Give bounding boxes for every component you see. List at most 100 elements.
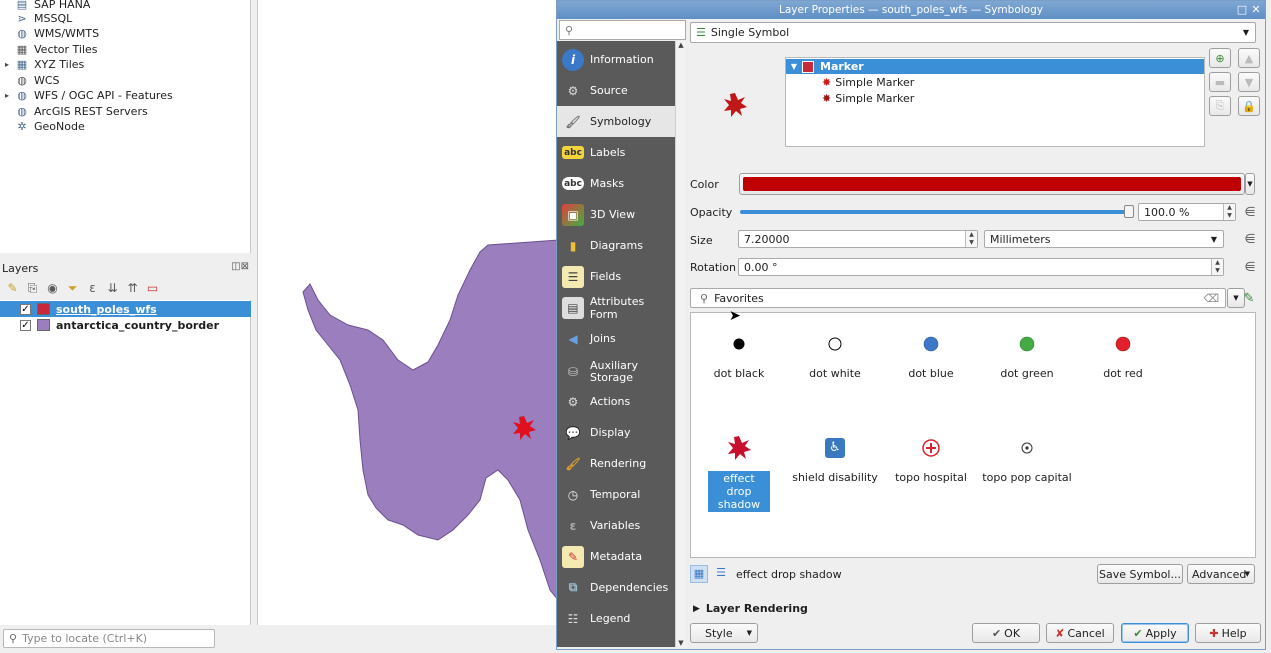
nav-metadata[interactable]: ✎ Metadata: [557, 541, 675, 572]
symbol-search-input[interactable]: ⚲ Favorites ⌫: [690, 288, 1226, 308]
move-down-button[interactable]: ▼: [1238, 72, 1260, 92]
opacity-slider-handle[interactable]: [1124, 205, 1134, 218]
style-manager-icon[interactable]: ✎: [7, 281, 18, 295]
help-button[interactable]: ✚ Help: [1195, 623, 1261, 643]
rotation-spinbox[interactable]: 0.00 ° ▲ ▼: [738, 258, 1224, 276]
symbol-effect-drop-shadow[interactable]: effect drop shadow: [691, 433, 787, 512]
browser-item[interactable]: ✲ GeoNode: [0, 118, 84, 134]
nav-source[interactable]: ⚙ Source: [557, 75, 675, 106]
layer-rendering-section[interactable]: ▶ Layer Rendering: [693, 602, 808, 615]
save-symbol-button[interactable]: Save Symbol...: [1097, 564, 1183, 584]
symbol-topo-pop-capital[interactable]: topo pop capital: [979, 433, 1075, 484]
symbol-topo-hospital[interactable]: topo hospital: [883, 433, 979, 484]
expand-arrow-icon[interactable]: ▸: [4, 90, 9, 100]
manage-visibility-icon[interactable]: ◉: [47, 281, 58, 295]
nav-rendering[interactable]: 🖌 Rendering: [557, 448, 675, 479]
nav-symbology[interactable]: 🖌 Symbology: [557, 106, 675, 137]
browser-item[interactable]: ▸ ◍ WFS / OGC API - Features: [0, 87, 173, 103]
add-symbol-layer-button[interactable]: ⊕: [1209, 48, 1231, 68]
list-view-toggle[interactable]: ☰: [716, 566, 726, 579]
nav-labels[interactable]: abc Labels: [557, 137, 675, 168]
apply-button[interactable]: ✔ Apply: [1121, 623, 1189, 643]
close-panel-icon[interactable]: ⊠: [240, 261, 249, 272]
opacity-spinbox[interactable]: 100.0 % ▲ ▼: [1138, 203, 1236, 221]
ok-button[interactable]: ✔ OK: [972, 623, 1040, 643]
tree-item-marker[interactable]: ▼ Marker: [786, 59, 1204, 74]
float-panel-icon[interactable]: ◫: [231, 261, 241, 272]
dialog-titlebar[interactable]: Layer Properties — south_poles_wfs — Sym…: [557, 1, 1265, 19]
nav-legend[interactable]: ☷ Legend: [557, 603, 675, 634]
nav-attributes-form[interactable]: ▤ Attributes Form: [557, 292, 675, 323]
nav-masks[interactable]: abc Masks: [557, 168, 675, 199]
map-canvas[interactable]: [257, 0, 557, 625]
data-defined-override-icon[interactable]: ⋹: [1244, 231, 1256, 247]
symbol-shield-disability[interactable]: ♿ shield disability: [792, 438, 878, 484]
browser-item[interactable]: ▸ ▦ XYZ Tiles: [0, 56, 84, 72]
filter-expression-icon[interactable]: ε: [89, 281, 96, 295]
symbol-dot-green[interactable]: dot green: [979, 329, 1075, 380]
tree-item-simple-marker[interactable]: ✸ Simple Marker: [822, 76, 915, 89]
color-button[interactable]: [739, 173, 1245, 195]
opacity-slider[interactable]: [740, 210, 1130, 214]
layer-item-antarctica-border[interactable]: ✓ antarctica_country_border: [0, 317, 251, 333]
nav-diagrams[interactable]: ▮ Diagrams: [557, 230, 675, 261]
filter-legend-icon[interactable]: ⏷: [67, 280, 78, 295]
expand-all-icon[interactable]: ⇊: [107, 281, 118, 295]
style-manager-icon[interactable]: ✎: [1243, 290, 1255, 306]
nav-search-input[interactable]: ⚲: [559, 20, 686, 40]
browser-item[interactable]: ⋗ MSSQL: [0, 10, 72, 26]
browser-item[interactable]: ▤ SAP HANA: [0, 0, 91, 12]
clear-icon[interactable]: ⌫: [1203, 291, 1219, 305]
maximize-icon[interactable]: □: [1236, 3, 1248, 16]
size-unit-select[interactable]: Millimeters ▼: [984, 230, 1224, 248]
cancel-button[interactable]: ✘ Cancel: [1046, 623, 1114, 643]
locator-search[interactable]: ⚲ Type to locate (Ctrl+K): [3, 629, 215, 648]
renderer-select[interactable]: ☰ Single Symbol ▼: [690, 22, 1256, 43]
layer-visibility-checkbox[interactable]: ✓: [20, 303, 31, 315]
layer-visibility-checkbox[interactable]: ✓: [20, 319, 31, 331]
data-defined-override-icon[interactable]: ⋹: [1244, 259, 1256, 275]
move-up-button[interactable]: ▲: [1238, 48, 1260, 68]
browser-item[interactable]: ◍ ArcGIS REST Servers: [0, 103, 148, 119]
browser-item[interactable]: ◍ WMS/WMTS: [0, 25, 99, 41]
style-menu-button[interactable]: Style ▼: [690, 623, 758, 643]
nav-fields[interactable]: ☰ Fields: [557, 261, 675, 292]
collapse-all-icon[interactable]: ⇈: [127, 281, 138, 295]
data-defined-override-icon[interactable]: ⋹: [1244, 204, 1256, 220]
spin-arrows-icon[interactable]: ▲ ▼: [1211, 259, 1223, 275]
symbol-dot-red[interactable]: dot red: [1075, 329, 1171, 380]
scroll-up-icon[interactable]: ▲: [678, 41, 684, 49]
color-dropdown-button[interactable]: ▼: [1245, 173, 1255, 195]
symbol-dot-white[interactable]: dot white: [787, 329, 883, 380]
remove-layer-icon[interactable]: ▭: [146, 281, 159, 295]
symbol-dot-black[interactable]: dot black: [691, 329, 787, 380]
lock-layer-button[interactable]: 🔒: [1238, 96, 1260, 116]
remove-symbol-layer-button[interactable]: ▬: [1209, 72, 1231, 92]
advanced-button[interactable]: Advanced ▼: [1187, 564, 1255, 584]
nav-scrollbar[interactable]: ▲ ▼: [675, 41, 686, 647]
group-dropdown-button[interactable]: ▼: [1227, 288, 1245, 308]
nav-information[interactable]: i Information: [557, 44, 675, 75]
browser-item[interactable]: ◍ WCS: [0, 72, 59, 88]
close-icon[interactable]: ✕: [1251, 3, 1261, 16]
symbol-dot-blue[interactable]: dot blue: [883, 329, 979, 380]
size-spinbox[interactable]: 7.20000 ▲ ▼: [738, 230, 978, 248]
layer-item-south-poles-wfs[interactable]: ✓ south_poles_wfs: [0, 301, 251, 317]
nav-joins[interactable]: ◀ Joins: [557, 323, 675, 354]
nav-temporal[interactable]: ◷ Temporal: [557, 479, 675, 510]
tree-item-simple-marker[interactable]: ✸ Simple Marker: [822, 92, 915, 105]
nav-dependencies[interactable]: ⧉ Dependencies: [557, 572, 675, 603]
add-group-icon[interactable]: ⎘: [27, 280, 38, 295]
expand-arrow-icon[interactable]: ▸: [4, 59, 9, 69]
collapse-arrow-icon[interactable]: ▼: [790, 62, 798, 71]
duplicate-layer-button[interactable]: ⎘: [1209, 96, 1231, 116]
nav-display[interactable]: 💬 Display: [557, 417, 675, 448]
spin-arrows-icon[interactable]: ▲ ▼: [1223, 204, 1235, 220]
nav-3d-view[interactable]: ▣ 3D View: [557, 199, 675, 230]
nav-auxiliary-storage[interactable]: ⛁ Auxiliary Storage: [557, 354, 675, 390]
browser-item[interactable]: ▦ Vector Tiles: [0, 41, 98, 57]
nav-variables[interactable]: ε Variables: [557, 510, 675, 541]
spin-arrows-icon[interactable]: ▲ ▼: [965, 231, 977, 247]
nav-actions[interactable]: ⚙ Actions: [557, 386, 675, 417]
scroll-down-icon[interactable]: ▼: [678, 639, 684, 647]
